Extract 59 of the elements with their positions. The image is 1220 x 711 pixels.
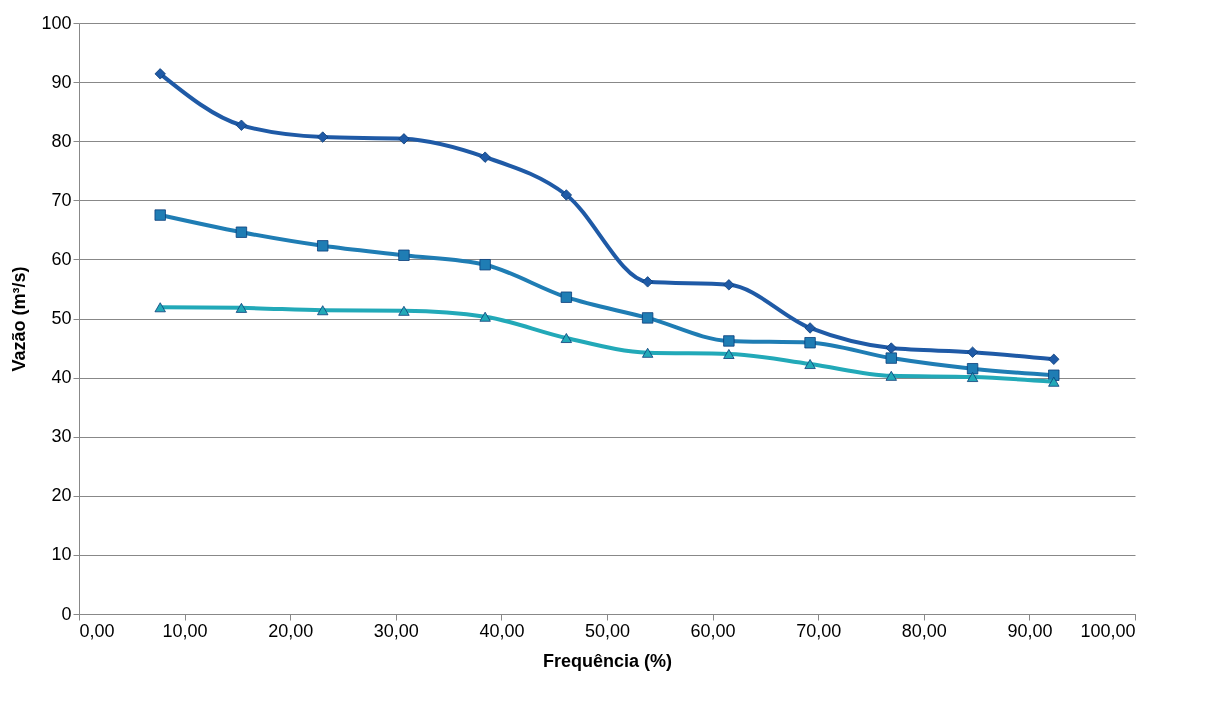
point [398, 305, 410, 316]
point [885, 370, 897, 381]
point [317, 305, 329, 316]
point [317, 240, 329, 252]
point [804, 322, 816, 334]
y-tick-label: 40 [51, 367, 72, 388]
point [966, 372, 979, 382]
point [1048, 353, 1060, 365]
y-tick-label: 50 [51, 308, 72, 328]
point [154, 209, 166, 221]
x-tick-label: 80,00 [901, 620, 947, 641]
y-tick-label: 0 [61, 603, 72, 624]
point [804, 359, 816, 369]
x-tick-label: 60,00 [690, 620, 736, 641]
x-tick-label: 100,00 [1080, 620, 1136, 641]
y-tick-label: 60 [51, 248, 72, 269]
y-tick-label: 80 [51, 130, 72, 151]
x-tick-label: 20,00 [268, 620, 314, 641]
x-tick-label: 0,00 [79, 620, 115, 641]
x-tick-label: 10,00 [162, 620, 208, 641]
y-tick-label: 90 [51, 71, 72, 92]
y-tick-label: 10 [51, 544, 72, 565]
x-tick-label: 90,00 [1007, 620, 1053, 641]
point [885, 342, 897, 354]
point [885, 352, 897, 364]
x-tick-label: 50,00 [584, 620, 631, 641]
point [479, 311, 491, 322]
x-tick-label: 40,00 [479, 620, 525, 641]
point [642, 276, 654, 288]
point [154, 68, 166, 80]
point [966, 363, 979, 375]
point [154, 302, 166, 313]
point [642, 312, 654, 324]
point [317, 131, 329, 143]
point [560, 189, 572, 201]
y-axis-title: Vazão (m³/s) [9, 266, 30, 372]
point [235, 119, 248, 131]
point [642, 347, 654, 358]
y-tick-label: 30 [51, 426, 72, 447]
point [398, 133, 410, 145]
point [966, 346, 979, 358]
y-tick-label: 20 [51, 485, 72, 506]
point [723, 349, 735, 359]
point [235, 226, 248, 238]
x-tick-label: 70,00 [796, 620, 842, 641]
y-tick-label: 100 [41, 12, 72, 33]
x-axis-title: Frequência (%) [542, 650, 673, 671]
point [723, 279, 735, 291]
point [235, 302, 248, 313]
point [1048, 376, 1060, 387]
point [398, 249, 410, 261]
point [479, 259, 491, 271]
point [723, 335, 735, 347]
point [804, 337, 816, 349]
y-tick-label: 70 [51, 189, 72, 210]
point [560, 333, 572, 343]
x-tick-label: 30,00 [373, 620, 419, 641]
point [560, 291, 572, 303]
point [479, 151, 491, 163]
